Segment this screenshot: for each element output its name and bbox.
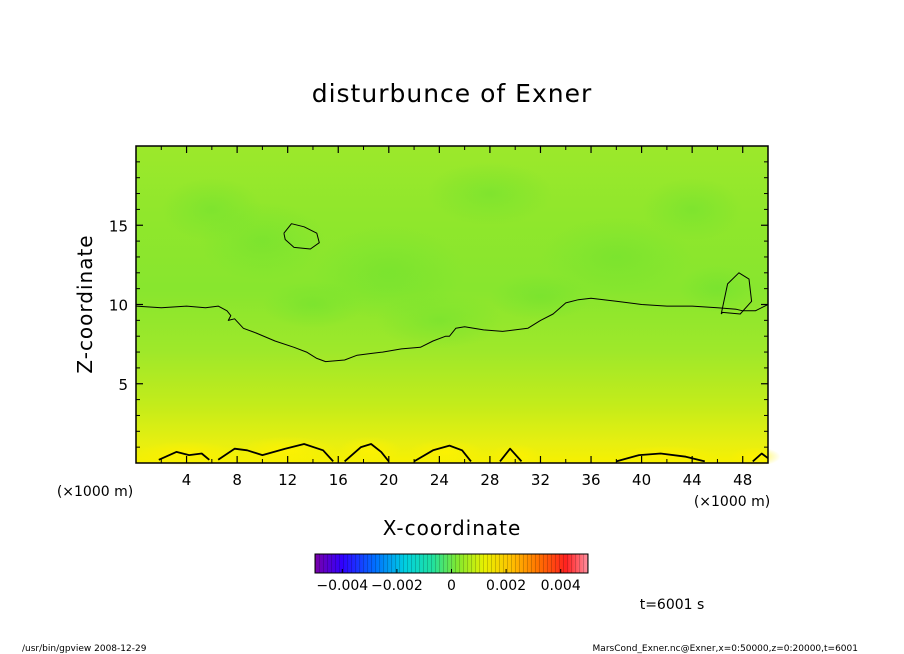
texture-patch-4 <box>641 177 743 241</box>
colorbar: −0.004 −0.002 0 0.002 0.004 <box>314 553 589 594</box>
footer-left: /usr/bin/gpview 2008-12-29 <box>22 644 147 654</box>
contour-top-loop <box>283 223 320 250</box>
colorbar-tick-label: 0.004 <box>541 578 581 594</box>
colorbar-tick-label: 0 <box>447 578 456 594</box>
x-unit-left: (×1000 m) <box>57 484 133 500</box>
texture-patch-5 <box>376 291 503 349</box>
y-tick-label: 15 <box>109 217 128 235</box>
texture-warm-1 <box>237 436 339 465</box>
texture-patch-9 <box>679 264 756 313</box>
contour-bottom-bump-1 <box>217 443 334 463</box>
contour-upper <box>135 297 769 363</box>
texture-patch-2 <box>426 161 553 226</box>
texture-patch-7 <box>262 280 364 329</box>
x-tick-label: 24 <box>430 471 449 489</box>
texture-patch-3 <box>540 217 692 297</box>
colorbar-tick-label: 0.002 <box>486 578 526 594</box>
contour-bottom-bump-6 <box>752 452 769 463</box>
y-tick-label: 10 <box>109 297 128 315</box>
contour-bottom-bump-3 <box>413 444 472 463</box>
colorbar-levels <box>315 554 588 573</box>
x-tick-label: 16 <box>329 471 348 489</box>
texture-patch-6 <box>490 272 591 321</box>
x-tick-label: 32 <box>531 471 550 489</box>
x-tick-label: 48 <box>733 471 752 489</box>
texture-warm-3 <box>407 439 484 465</box>
texture-patch-8 <box>161 177 263 241</box>
x-tick-label: 36 <box>581 471 600 489</box>
x-axis-label: X-coordinate <box>383 516 522 540</box>
x-tick-label: 44 <box>683 471 702 489</box>
colorbar-tick-label: −0.004 <box>316 578 368 594</box>
x-axis-ticks: 4 8 12 16 20 24 28 32 36 40 44 48 <box>160 146 752 489</box>
time-annotation: t=6001 s <box>640 597 705 613</box>
x-tick-label: 40 <box>632 471 651 489</box>
y-axis-ticks: 5 10 15 <box>109 161 768 448</box>
x-unit-right: (×1000 m) <box>694 494 770 510</box>
x-tick-label: 20 <box>379 471 398 489</box>
contour-bottom-bump-2 <box>344 443 390 463</box>
footer-right: MarsCond_Exner.nc@Exner,x=0:50000,z=0:20… <box>593 644 858 654</box>
field-texture <box>136 161 781 467</box>
texture-warm-2 <box>338 436 402 465</box>
colorbar-tick-label: −0.002 <box>371 578 423 594</box>
x-tick-label: 28 <box>480 471 499 489</box>
colorbar-ticks: −0.004 −0.002 0 0.002 0.004 <box>316 569 581 594</box>
x-tick-label: 4 <box>182 471 192 489</box>
y-tick-label: 5 <box>118 376 128 394</box>
x-tick-label: 8 <box>232 471 242 489</box>
x-tick-label: 12 <box>278 471 297 489</box>
contour-right-loop <box>720 272 753 315</box>
y-axis-label: Z-coordinate <box>73 234 97 373</box>
heatmap-field <box>136 146 781 467</box>
contour-bottom-bump-0 <box>158 450 210 461</box>
chart-title: disturbunce of Exner <box>312 79 593 108</box>
contour-bottom-bump-4 <box>499 447 523 463</box>
